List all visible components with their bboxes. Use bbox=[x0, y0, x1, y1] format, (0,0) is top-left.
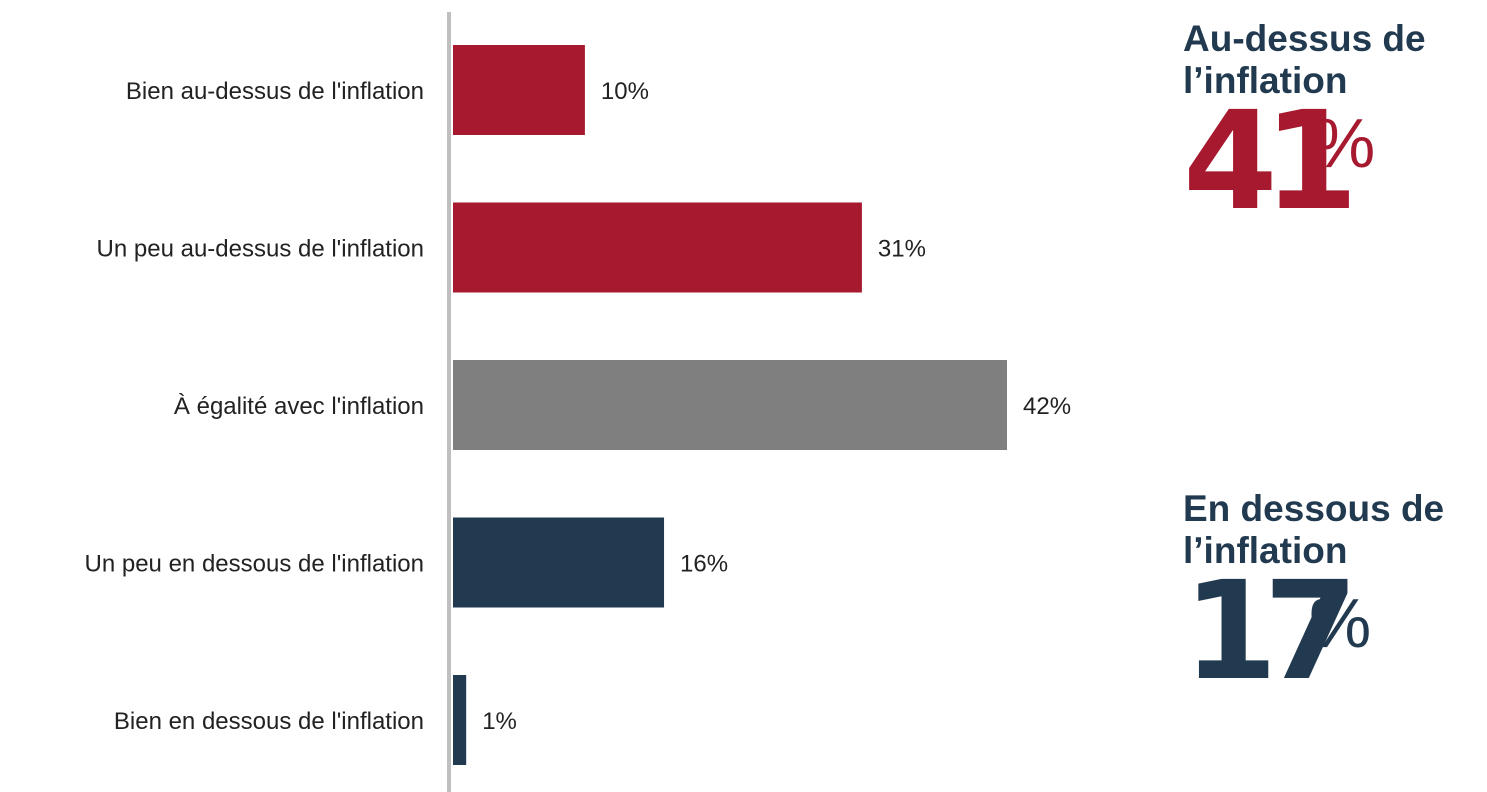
bar-3 bbox=[453, 517, 665, 608]
summary-above-heading-line2: l’inflation bbox=[1183, 60, 1348, 101]
bar-2 bbox=[453, 360, 1007, 450]
summary-below-heading-line2: l’inflation bbox=[1183, 530, 1348, 571]
bar-4 bbox=[453, 675, 467, 765]
summary-above-percent-sign: % bbox=[1313, 104, 1376, 182]
summary-below-inflation: En dessous de l’inflation 17 % bbox=[1183, 488, 1483, 711]
category-label-1: Un peu au-dessus de l'inflation bbox=[97, 236, 424, 263]
category-label-4: Bien en dessous de l'inflation bbox=[114, 708, 424, 735]
bar-1 bbox=[453, 202, 862, 293]
summary-below-percent-sign: % bbox=[1309, 584, 1372, 662]
category-label-2: À égalité avec l'inflation bbox=[174, 393, 424, 420]
summary-below-figure: 17 % bbox=[1183, 553, 1483, 711]
value-label-2: 42% bbox=[1023, 393, 1071, 420]
summary-above-number: 41 bbox=[1183, 83, 1358, 241]
bar-chart: Bien au-dessus de l'inflation 10% Un peu a… bbox=[85, 12, 1071, 792]
value-label-4: 1% bbox=[482, 708, 517, 735]
category-label-0: Bien au-dessus de l'inflation bbox=[126, 78, 424, 105]
category-label-3: Un peu en dessous de l'inflation bbox=[85, 551, 424, 578]
value-label-3: 16% bbox=[680, 551, 728, 578]
summary-above-heading-line1: Au-dessus de bbox=[1183, 18, 1426, 59]
summary-below-number: 17 bbox=[1183, 553, 1358, 711]
bar-0 bbox=[453, 45, 585, 135]
value-label-0: 10% bbox=[601, 78, 649, 105]
value-label-1: 31% bbox=[878, 236, 926, 263]
summary-above-figure: 41 % bbox=[1183, 83, 1483, 241]
summary-below-heading-line1: En dessous de bbox=[1183, 488, 1445, 529]
summary-above-inflation: Au-dessus de l’inflation 41 % bbox=[1183, 18, 1483, 241]
bars-layer: Bien au-dessus de l'inflation 10% Un peu a… bbox=[85, 45, 1071, 765]
